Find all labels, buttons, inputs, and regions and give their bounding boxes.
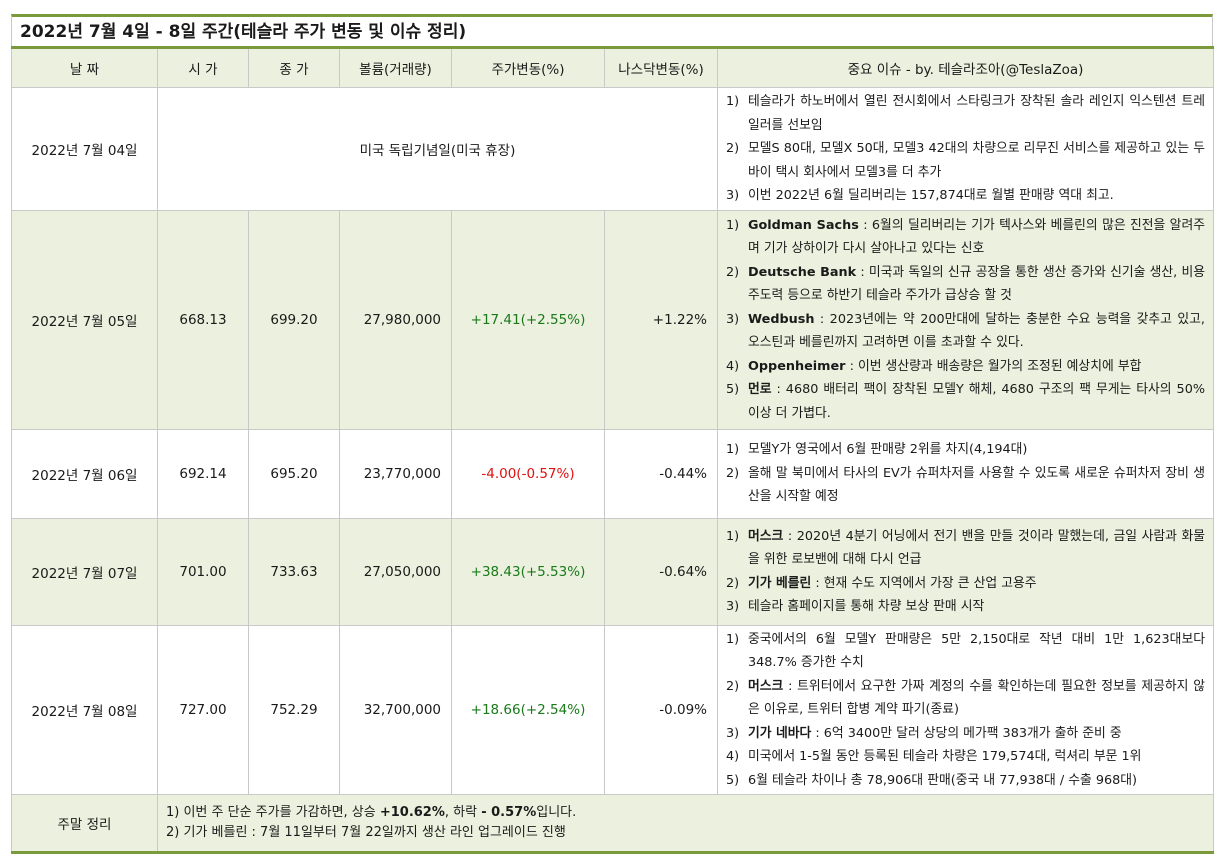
header-nasdaq: 나스닥변동(%)	[604, 46, 718, 88]
issue-item: 3) Wedbush : 2023년에는 약 200만대에 달하는 충분한 수요 …	[726, 311, 1205, 351]
row-nasdaq: -0.09%	[604, 624, 718, 795]
row-nasdaq: -0.44%	[604, 428, 718, 519]
report-container: 2022년 7월 4일 - 8일 주간(테슬라 주가 변동 및 이슈 정리) 날…	[11, 14, 1214, 854]
issue-item: 2) 머스크 : 트위터에서 요구한 가짜 계정의 수를 확인하는데 필요한 정보…	[726, 678, 1205, 718]
header-open: 시 가	[157, 46, 249, 88]
issue-item: 2) 올해 말 북미에서 타사의 EV가 슈퍼차저를 사용할 수 있도록 새로운 …	[726, 465, 1205, 505]
summary-text: 1) 이번 주 단순 주가를 가감하면, 상승 +10.62%, 하락 - 0.…	[157, 794, 1214, 854]
header-row: 날 짜 시 가 종 가 볼륨(거래량) 주가변동(%) 나스닥변동(%) 중요 …	[11, 46, 1214, 88]
row-open: 692.14	[157, 428, 249, 519]
row-close: 695.20	[248, 428, 340, 519]
header-close: 종 가	[248, 46, 340, 88]
row-close: 752.29	[248, 624, 340, 795]
row-volume: 32,700,000	[339, 624, 452, 795]
issue-item: 1) 모델Y가 영국에서 6월 판매량 2위를 차지(4,194대)	[726, 442, 1028, 458]
row-date: 2022년 7월 06일	[11, 428, 158, 519]
header-volume: 볼륨(거래량)	[339, 46, 452, 88]
issue-item: 5) 먼로 : 4680 배터리 팩이 장착된 모델Y 해체, 4680 구조의 …	[726, 382, 1205, 421]
issue-cell: 1) Goldman Sachs : 6월의 딜리버리는 기가 텍사스와 베를린의…	[717, 209, 1214, 430]
issue-cell: 1) 테슬라가 하노버에서 열린 전시회에서 스타링크가 장착된 솔라 레인지 익…	[717, 87, 1214, 211]
issue-item: 2) Deutsche Bank : 미국과 독일의 신규 공장을 통한 생산 증…	[726, 264, 1205, 304]
issue-item: 1) 머스크 : 2020년 4분기 어닝에서 전기 밴을 만들 것이라 말했는데…	[726, 528, 1205, 568]
issue-cell: 1) 머스크 : 2020년 4분기 어닝에서 전기 밴을 만들 것이라 말했는데…	[717, 517, 1214, 626]
row-close: 699.20	[248, 209, 340, 430]
summary-line-1: 1) 이번 주 단순 주가를 가감하면, 상승 +10.62%, 하락 - 0.…	[166, 805, 577, 820]
row-open: 668.13	[157, 209, 249, 430]
table-row: 2022년 7월 08일 727.00 752.29 32,700,000 +1…	[11, 624, 1214, 795]
header-issues: 중요 이슈 - by. 테슬라조아(@TeslaZoa)	[717, 46, 1214, 88]
table-row: 2022년 7월 06일 692.14 695.20 23,770,000 -4…	[11, 428, 1214, 519]
issue-item: 1) 중국에서의 6월 모델Y 판매량은 5만 2,150대로 작년 대비 1만 …	[726, 631, 1205, 671]
row-volume: 23,770,000	[339, 428, 452, 519]
issue-item: 5) 6월 테슬라 차이나 총 78,906대 판매(중국 내 77,938대 /…	[726, 772, 1138, 788]
row-open: 701.00	[157, 517, 249, 626]
row-change: +38.43(+5.53%)	[451, 517, 605, 626]
row-change: +18.66(+2.54%)	[451, 624, 605, 795]
holiday-note: 미국 독립기념일(미국 휴장)	[157, 87, 718, 211]
table-row: 2022년 7월 05일 668.13 699.20 27,980,000 +1…	[11, 209, 1214, 430]
issue-item: 3) 테슬라 홈페이지를 통해 차량 보상 판매 시작	[726, 599, 985, 614]
issue-item: 2) 기가 베를린 : 현재 수도 지역에서 가장 큰 산업 고용주	[726, 575, 1037, 591]
row-date: 2022년 7월 07일	[11, 517, 158, 626]
table-row: 2022년 7월 07일 701.00 733.63 27,050,000 +3…	[11, 517, 1214, 626]
stock-table: 날 짜 시 가 종 가 볼륨(거래량) 주가변동(%) 나스닥변동(%) 중요 …	[11, 46, 1214, 854]
table-row: 2022년 7월 04일 미국 독립기념일(미국 휴장) 1) 테슬라가 하노버에…	[11, 87, 1214, 211]
header-date: 날 짜	[11, 46, 158, 88]
row-nasdaq: -0.64%	[604, 517, 718, 626]
row-nasdaq: +1.22%	[604, 209, 718, 430]
header-change: 주가변동(%)	[451, 46, 605, 88]
issue-item: 3) 기가 네바다 : 6억 3400만 달러 상당의 메가팩 383개가 출하 …	[726, 725, 1122, 741]
issue-cell: 1) 모델Y가 영국에서 6월 판매량 2위를 차지(4,194대) 2) 올해 말…	[717, 428, 1214, 519]
row-date: 2022년 7월 08일	[11, 624, 158, 795]
row-date: 2022년 7월 05일	[11, 209, 158, 430]
row-change: -4.00(-0.57%)	[451, 428, 605, 519]
issue-cell: 1) 중국에서의 6월 모델Y 판매량은 5만 2,150대로 작년 대비 1만 …	[717, 624, 1214, 795]
report-title: 2022년 7월 4일 - 8일 주간(테슬라 주가 변동 및 이슈 정리)	[11, 14, 1213, 46]
row-date: 2022년 7월 04일	[11, 87, 158, 211]
summary-label: 주말 정리	[11, 794, 158, 854]
issue-item: 1) Goldman Sachs : 6월의 딜리버리는 기가 텍사스와 베를린의…	[726, 217, 1205, 257]
summary-row: 주말 정리 1) 이번 주 단순 주가를 가감하면, 상승 +10.62%, 하…	[11, 794, 1214, 854]
row-close: 733.63	[248, 517, 340, 626]
row-open: 727.00	[157, 624, 249, 795]
issue-item: 4) 미국에서 1-5월 동안 등록된 테슬라 차량은 179,574대, 럭셔리…	[726, 749, 1142, 764]
row-volume: 27,980,000	[339, 209, 452, 430]
summary-line-2: 2) 기가 베를린 : 7월 11일부터 7월 22일까지 생산 라인 업그레이…	[166, 825, 566, 840]
issue-item: 3) 이번 2022년 6월 딜리버리는 157,874대로 월별 판매량 역대 …	[726, 188, 1114, 203]
issue-item: 4) Oppenheimer : 이번 생산량과 배송량은 월가의 조정된 예상치…	[726, 358, 1142, 374]
row-change: +17.41(+2.55%)	[451, 209, 605, 430]
row-volume: 27,050,000	[339, 517, 452, 626]
issue-item: 2) 모델S 80대, 모델X 50대, 모델3 42대의 차량으로 리무진 서비…	[726, 141, 1205, 180]
issue-item: 1) 테슬라가 하노버에서 열린 전시회에서 스타링크가 장착된 솔라 레인지 익…	[726, 94, 1205, 133]
